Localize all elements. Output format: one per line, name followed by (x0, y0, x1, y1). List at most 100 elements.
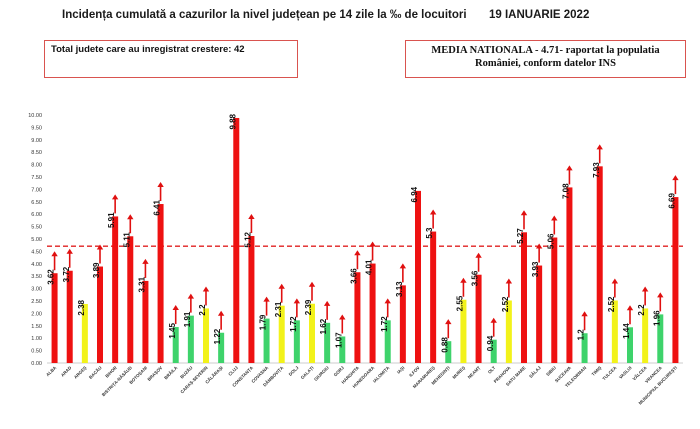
increase-arrow-icon (339, 314, 346, 320)
bar (248, 236, 255, 363)
increase-arrow-icon (308, 281, 316, 287)
y-tick-label: 1.00 (31, 336, 42, 342)
y-tick-label: 1.50 (31, 324, 42, 330)
bar-value-label: 3.56 (471, 270, 480, 286)
bar (490, 339, 497, 363)
bar-value-label: 5.3 (425, 227, 434, 239)
increase-arrow-icon (611, 278, 619, 284)
bar-value-label: 2.52 (501, 296, 510, 312)
bar-value-label: 6.94 (410, 186, 419, 202)
bar-value-label: 1.22 (213, 328, 222, 344)
x-category-label: ILFOV (408, 365, 421, 378)
bar (203, 308, 209, 363)
bar-value-label: 4.01 (365, 259, 374, 275)
y-tick-label: 6.50 (31, 200, 42, 206)
increase-arrow-icon (535, 243, 543, 249)
bar (309, 303, 315, 363)
bar (218, 332, 225, 363)
bar-value-label: 5.91 (107, 212, 116, 228)
increase-arrow-icon (429, 209, 437, 215)
bar-value-label: 3.13 (395, 281, 404, 297)
y-tick-label: 4.50 (31, 249, 42, 255)
bar (127, 236, 134, 363)
bar (233, 117, 240, 363)
increase-arrow-icon (551, 215, 558, 221)
increase-arrow-icon (626, 305, 634, 311)
bar-value-label: 3.62 (47, 269, 56, 285)
bar-value-label: 0.94 (486, 335, 495, 351)
increase-arrow-icon (369, 241, 376, 247)
increase-arrow-icon (293, 298, 301, 304)
bar (536, 265, 543, 363)
x-category-label: DOLJ (288, 365, 300, 377)
bar (187, 315, 194, 363)
y-tick-label: 0.00 (31, 361, 42, 367)
increase-arrow-icon (657, 292, 664, 298)
bar (369, 263, 376, 363)
y-tick-label: 3.00 (31, 287, 42, 293)
x-category-label: TULCEA (601, 365, 618, 382)
bar-value-label: 1.45 (168, 322, 177, 338)
bar (324, 322, 331, 363)
bar (521, 232, 527, 363)
y-tick-label: 5.50 (31, 225, 42, 231)
bar (66, 270, 73, 363)
bar-value-label: 5.12 (244, 231, 253, 247)
bar-value-label: 2.31 (274, 301, 283, 317)
bar-value-label: 2.2 (198, 304, 207, 316)
increase-arrow-icon (505, 278, 513, 284)
increase-arrow-icon (111, 194, 119, 200)
bar (399, 285, 406, 363)
x-category-label: BIHOR (104, 365, 118, 379)
y-tick-label: 2.00 (31, 311, 42, 317)
x-category-label: NEAMȚ (467, 365, 482, 380)
bar-value-label: 5.11 (122, 232, 131, 248)
bar-value-label: 1.44 (622, 323, 631, 339)
report-date: 19 IANUARIE 2022 (489, 9, 590, 21)
bar-value-label: 2.2 (637, 304, 646, 316)
bar (354, 272, 361, 363)
y-tick-label: 7.00 (31, 187, 42, 193)
x-category-label: IAȘI (396, 365, 406, 375)
increase-arrow-icon (323, 300, 331, 306)
x-category-label: BRĂILA (163, 365, 179, 381)
bar (611, 300, 618, 363)
increase-arrow-icon (96, 244, 104, 250)
increase-arrow-icon (142, 258, 149, 264)
y-tick-label: 9.50 (31, 125, 42, 131)
bar (566, 187, 573, 363)
bar (581, 333, 588, 363)
y-tick-label: 10.00 (28, 113, 42, 119)
increase-arrow-icon (354, 250, 361, 256)
y-tick-label: 9.00 (31, 138, 42, 144)
bar-value-label: 2.52 (607, 296, 616, 312)
bar-value-label: 0.88 (440, 337, 449, 353)
increase-arrow-icon (217, 310, 225, 316)
y-tick-label: 5.00 (31, 237, 42, 243)
increase-arrow-icon (66, 248, 73, 254)
bar-value-label: 3.89 (92, 262, 101, 278)
bar (112, 216, 119, 363)
increase-arrow-icon (51, 251, 58, 257)
bar (81, 303, 88, 363)
bar-value-label: 9.88 (228, 113, 237, 129)
bar-value-label: 1.79 (259, 314, 268, 330)
increase-arrow-icon (475, 252, 482, 258)
increase-arrow-icon (127, 214, 134, 220)
bar (172, 327, 179, 363)
bar-value-label: 7.93 (592, 162, 601, 178)
bar (475, 274, 482, 363)
increase-arrow-icon (566, 165, 573, 171)
x-category-label: MUREȘ (451, 365, 466, 380)
bar (384, 320, 391, 363)
bar (642, 308, 649, 363)
bar (627, 327, 633, 363)
x-category-label: TIMIȘ (591, 365, 603, 377)
bar-value-label: 2.39 (304, 299, 313, 315)
bar (157, 204, 164, 363)
bar (278, 305, 285, 363)
increase-arrow-icon (248, 214, 255, 220)
bar (551, 237, 558, 363)
x-category-label: BACĂU (88, 365, 103, 380)
